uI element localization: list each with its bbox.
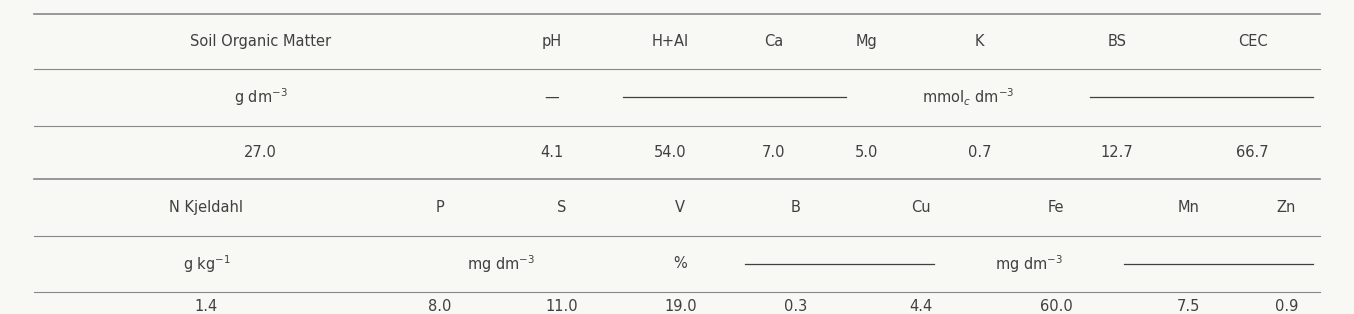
Text: Fe: Fe — [1048, 200, 1064, 215]
Text: 27.0: 27.0 — [244, 145, 278, 160]
Text: mg dm$^{-3}$: mg dm$^{-3}$ — [995, 253, 1063, 275]
Text: N Kjeldahl: N Kjeldahl — [169, 200, 244, 215]
Text: g kg$^{-1}$: g kg$^{-1}$ — [183, 253, 230, 275]
Text: V: V — [676, 200, 685, 215]
Text: g dm$^{-3}$: g dm$^{-3}$ — [234, 86, 287, 108]
Text: 0.3: 0.3 — [784, 299, 807, 314]
Text: 19.0: 19.0 — [663, 299, 697, 314]
Text: 4.4: 4.4 — [909, 299, 933, 314]
Text: —: — — [544, 90, 559, 105]
Text: 12.7: 12.7 — [1101, 145, 1133, 160]
Text: 0.7: 0.7 — [968, 145, 991, 160]
Text: B: B — [791, 200, 800, 215]
Text: %: % — [673, 256, 688, 271]
Text: BS: BS — [1108, 34, 1127, 49]
Text: pH: pH — [542, 34, 562, 49]
Text: 0.9: 0.9 — [1274, 299, 1298, 314]
Text: 54.0: 54.0 — [654, 145, 686, 160]
Text: CEC: CEC — [1238, 34, 1267, 49]
Text: 5.0: 5.0 — [854, 145, 879, 160]
Text: 60.0: 60.0 — [1040, 299, 1072, 314]
Text: Cu: Cu — [911, 200, 930, 215]
Text: Mn: Mn — [1177, 200, 1200, 215]
Text: 66.7: 66.7 — [1236, 145, 1269, 160]
Text: 4.1: 4.1 — [540, 145, 563, 160]
Text: Ca: Ca — [764, 34, 784, 49]
Text: 1.4: 1.4 — [195, 299, 218, 314]
Text: H+Al: H+Al — [651, 34, 689, 49]
Text: 7.0: 7.0 — [762, 145, 785, 160]
Text: P: P — [436, 200, 444, 215]
Text: mg dm$^{-3}$: mg dm$^{-3}$ — [467, 253, 535, 275]
Text: mmol$_c$ dm$^{-3}$: mmol$_c$ dm$^{-3}$ — [922, 87, 1014, 108]
Text: Zn: Zn — [1277, 200, 1296, 215]
Text: Mg: Mg — [856, 34, 877, 49]
Text: S: S — [558, 200, 566, 215]
Text: 7.5: 7.5 — [1177, 299, 1200, 314]
Text: K: K — [975, 34, 984, 49]
Text: 11.0: 11.0 — [546, 299, 578, 314]
Text: Soil Organic Matter: Soil Organic Matter — [190, 34, 332, 49]
Text: 8.0: 8.0 — [428, 299, 452, 314]
